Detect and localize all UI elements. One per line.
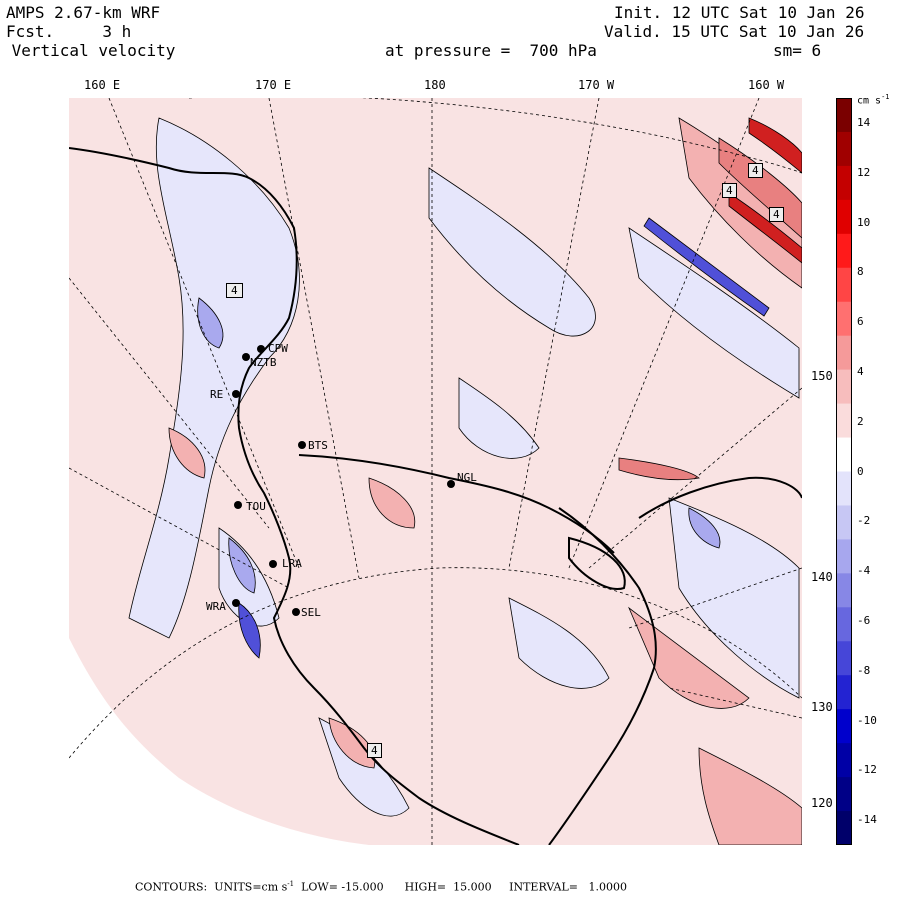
colorbar-segment [836, 675, 852, 710]
model-title: AMPS 2.67-km WRF [6, 3, 161, 22]
station-label: TOU [246, 500, 266, 513]
init-time: Init. 12 UTC Sat 10 Jan 26 [614, 3, 865, 22]
lon-label-160w: 160 W [748, 78, 785, 92]
smoothing-value: sm= 6 [773, 41, 822, 60]
colorbar-segment [836, 131, 852, 167]
contour-marker: 4 [226, 283, 243, 298]
positive-velocity-regions [168, 117, 802, 845]
colorbar [836, 98, 852, 845]
colorbar-segment [836, 709, 852, 744]
colorbar-tick-label: 0 [857, 464, 864, 478]
colorbar-tick-label: 14 [857, 115, 871, 129]
colorbar-segment [836, 811, 852, 845]
negative-velocity-regions [128, 117, 800, 817]
contour-marker: 4 [367, 743, 382, 758]
contour-marker: 4 [722, 183, 737, 198]
colorbar-segment [836, 743, 852, 778]
colorbar-segment [836, 471, 852, 506]
colorbar-tick-label: 4 [857, 364, 864, 378]
lon-label-180: 180 [424, 78, 446, 92]
lon-label-170w: 170 W [578, 78, 615, 92]
station-label: LRA [282, 557, 302, 570]
colorbar-segment [836, 607, 852, 642]
station-label: WRA [206, 600, 226, 613]
colorbar-segment [836, 777, 852, 812]
colorbar-units: cm s-1 [857, 93, 890, 107]
colorbar-tick-label: -8 [857, 663, 871, 677]
colorbar-tick-label: 6 [857, 315, 864, 329]
station-label: SEL [301, 606, 321, 619]
colorbar-tick-label: 12 [857, 165, 871, 179]
vertical-velocity-map [69, 98, 802, 845]
colorbar-segment [836, 233, 852, 269]
station-label: BTS [308, 439, 328, 452]
colorbar-segment [836, 539, 852, 574]
station-label: RE [210, 388, 224, 401]
domain-edge [69, 638, 369, 845]
colorbar-tick-label: 10 [857, 215, 871, 229]
colorbar-tick-label: -4 [857, 564, 871, 578]
colorbar-segment [836, 437, 852, 472]
colorbar-tick-label: 2 [857, 414, 864, 428]
forecast-hour: Fcst. 3 h [6, 22, 132, 41]
colorbar-tick-label: 8 [857, 265, 864, 279]
contour-marker: 4 [769, 207, 784, 222]
colorbar-tick-label: -12 [857, 763, 877, 777]
station-label: NGL [457, 471, 477, 484]
contour-marker: 4 [748, 163, 763, 178]
colorbar-segment [836, 573, 852, 608]
colorbar-segment [836, 403, 852, 439]
graticule [69, 98, 802, 845]
colorbar-tick-label: -10 [857, 713, 877, 727]
colorbar-segment [836, 199, 852, 235]
colorbar-segment [836, 267, 852, 303]
lon-label-170e: 170 E [255, 78, 292, 92]
colorbar-segment [836, 165, 852, 201]
station-label: NZTB [250, 356, 277, 369]
valid-time: Valid. 15 UTC Sat 10 Jan 26 [604, 22, 865, 41]
pressure-level: at pressure = 700 hPa [385, 41, 597, 60]
colorbar-segment [836, 301, 852, 337]
colorbar-segment [836, 98, 852, 133]
colorbar-segment [836, 641, 852, 676]
field-name: Vertical velocity [2, 41, 176, 60]
colorbar-tick-label: -6 [857, 613, 871, 627]
colorbar-tick-label: -2 [857, 514, 871, 528]
colorbar-segment [836, 505, 852, 540]
lon-label-160e: 160 E [84, 78, 121, 92]
colorbar-segment [836, 369, 852, 405]
contour-info: CONTOURS: UNITS=cm s-1 LOW= -15.000 HIGH… [135, 880, 627, 894]
coastline [69, 147, 802, 845]
colorbar-tick-label: -14 [857, 813, 877, 827]
station-label: CPW [268, 342, 288, 355]
colorbar-segment [836, 335, 852, 371]
